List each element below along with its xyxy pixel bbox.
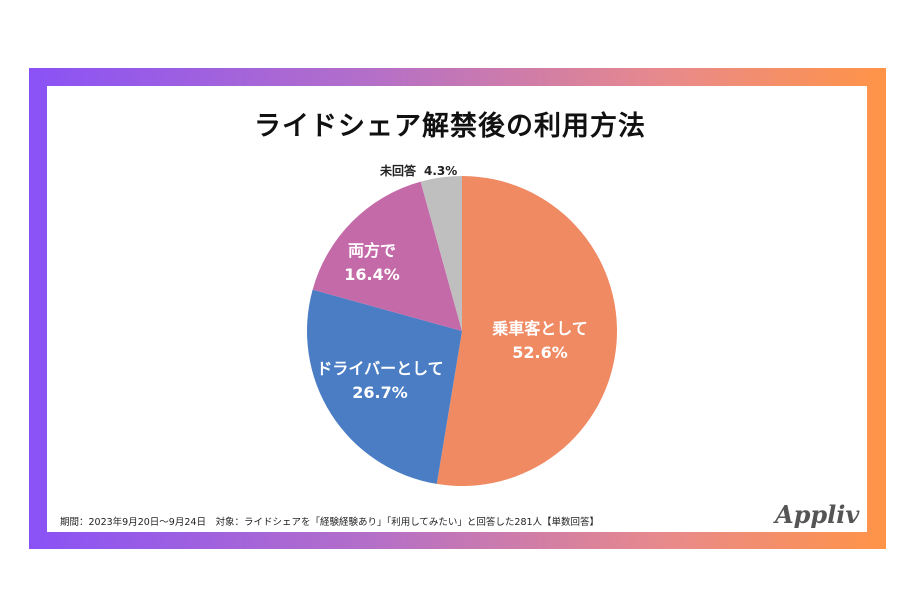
slice-label: ドライバーとして [316,359,443,378]
slice-value-label: 52.6% [512,343,568,362]
pie-slice [436,176,618,486]
pie-slice [420,176,462,331]
slice-value-label: 26.7% [352,383,408,402]
slice-label: 未回答 [379,163,417,178]
pie-slice [307,289,462,484]
slice-value-label: 16.4% [344,265,400,284]
chart-title: ライドシェア解禁後の利用方法 [254,111,646,142]
slice-label: 両方で [348,241,396,260]
footer-note: 期間：2023年9月20日〜9月24日 対象：ライドシェアを「経験経験あり」「利… [60,517,600,528]
slice-label: 乗車客として [492,319,588,338]
appliv-logo: Appliv [775,500,860,529]
slice-value-label: 4.3% [424,164,457,178]
pie-slice [312,181,462,331]
